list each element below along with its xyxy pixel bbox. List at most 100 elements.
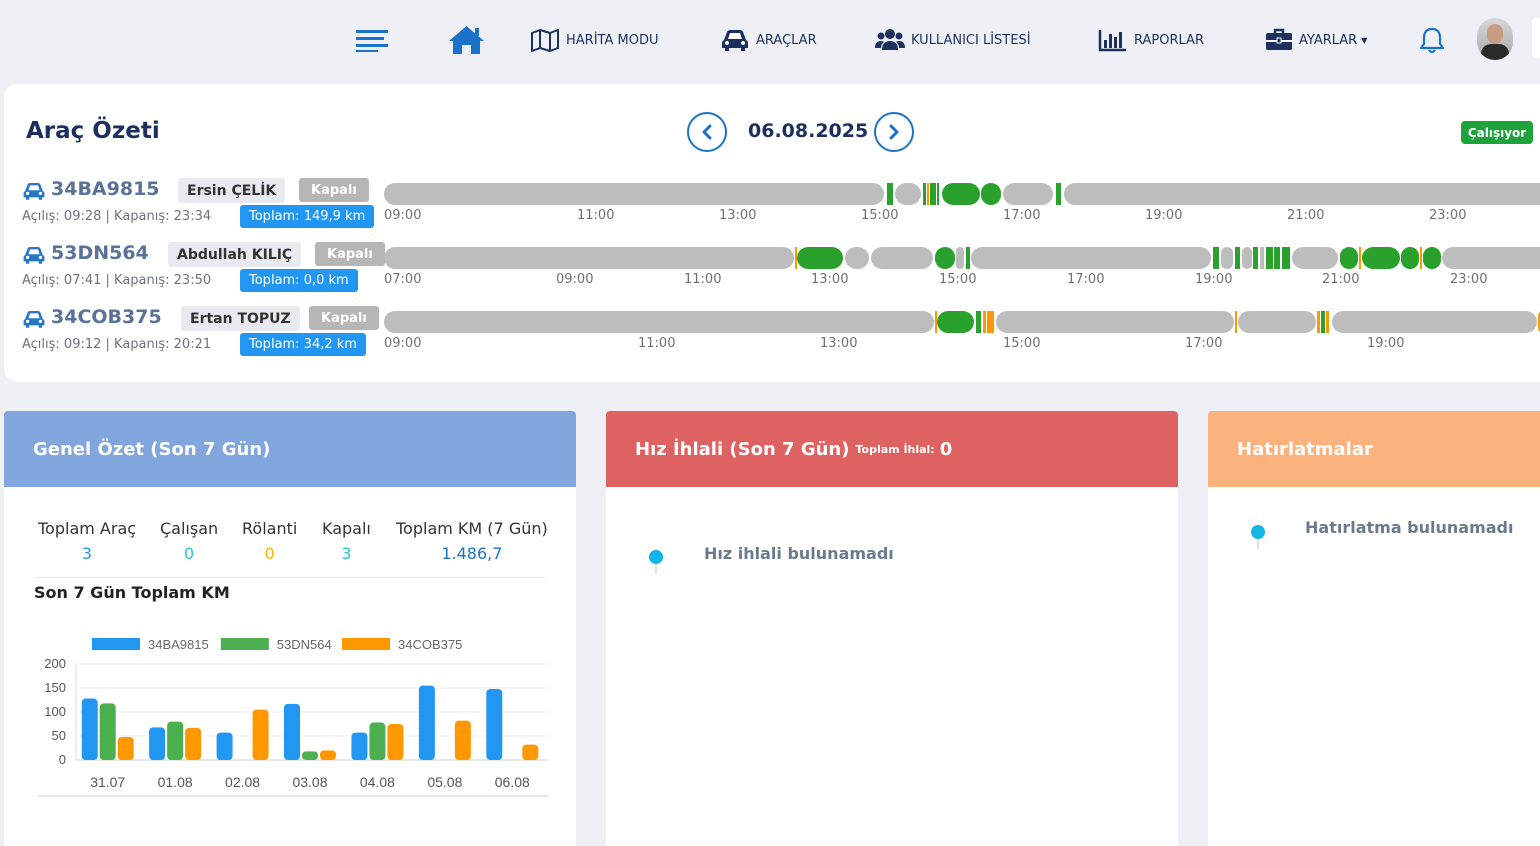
reminders-card: Hatırlatmalar Hatırlatma bulunamadı	[1208, 411, 1540, 846]
tick-label: 09:00	[556, 272, 594, 287]
status-badge-working[interactable]: Çalışıyor	[1461, 121, 1533, 144]
reminders-header: Hatırlatmalar	[1208, 411, 1540, 487]
x-tick-label: 02.08	[225, 774, 260, 790]
bar	[185, 727, 202, 760]
y-tick-label: 100	[44, 704, 66, 719]
page-title: Araç Özeti	[26, 118, 160, 144]
tick-label: 17:00	[1003, 208, 1041, 223]
map-icon	[530, 28, 560, 52]
users-icon	[875, 28, 905, 52]
nav-vehicles[interactable]: ARAÇLAR	[720, 22, 817, 58]
avatar[interactable]	[1477, 18, 1513, 60]
next-date-button[interactable]	[874, 112, 914, 152]
stat-off: Kapalı 3	[322, 519, 371, 563]
vehicle-plate[interactable]: 34COB375	[51, 306, 162, 328]
vehicle-row[interactable]: 34BA9815 Ersin ÇELİK Kapalı Açılış: 09:2…	[22, 178, 1540, 238]
vehicle-plate[interactable]: 34BA9815	[51, 178, 160, 200]
nav-map-mode-label: HARİTA MODU	[566, 32, 659, 48]
prev-date-button[interactable]	[687, 112, 727, 152]
tick-label: 11:00	[577, 208, 615, 223]
nav-user-list[interactable]: KULLANICI LİSTESİ	[875, 22, 1031, 58]
speed-violation-header: Hız İhlali (Son 7 Gün) Toplam İhlal: 0	[606, 411, 1178, 487]
bar	[81, 698, 98, 760]
general-summary-card: Genel Özet (Son 7 Gün) Toplam Araç 3 Çal…	[4, 411, 576, 846]
tick-label: 09:00	[384, 336, 422, 351]
driver-name: Ersin ÇELİK	[178, 178, 286, 203]
stat-total-km: Toplam KM (7 Gün) 1.486,7	[396, 519, 548, 563]
nav-reports[interactable]: RAPORLAR	[1098, 22, 1204, 58]
y-tick-label: 50	[52, 728, 66, 743]
stats-row: Toplam Araç 3 Çalışan 0 Rölanti 0 Kapalı…	[4, 519, 576, 579]
timeline-bar[interactable]	[384, 310, 1540, 334]
stat-label: Toplam KM (7 Gün)	[396, 519, 548, 538]
tick-label: 23:00	[1429, 208, 1467, 223]
stat-working: Çalışan 0	[160, 519, 218, 563]
bar	[369, 722, 386, 760]
empty-message: Hız ihlali bulunamadı	[704, 544, 894, 563]
x-tick-label: 04.08	[360, 774, 395, 790]
stat-total-vehicles: Toplam Araç 3	[38, 519, 136, 563]
vehicle-plate[interactable]: 53DN564	[51, 242, 149, 264]
tick-label: 11:00	[684, 272, 722, 287]
bar	[522, 744, 539, 760]
empty-message: Hatırlatma bulunamadı	[1305, 518, 1514, 537]
timeline-bar[interactable]	[384, 182, 1540, 206]
tick-label: 15:00	[861, 208, 899, 223]
caret-down-icon: ▼	[1361, 35, 1368, 45]
chart-title: Son 7 Gün Toplam KM	[34, 583, 230, 602]
vehicle-state-badge: Kapalı	[315, 242, 385, 266]
nav-settings-label: AYARLAR	[1299, 32, 1358, 48]
home-icon[interactable]	[448, 22, 485, 58]
tick-label: 13:00	[811, 272, 849, 287]
bar	[351, 732, 368, 760]
total-violation-value: 0	[939, 438, 953, 460]
tick-label: 17:00	[1067, 272, 1105, 287]
vehicle-state-badge: Kapalı	[299, 178, 369, 202]
nav-settings-dropdown[interactable]: AYARLAR ▼	[1265, 22, 1367, 58]
bar	[216, 732, 233, 760]
open-close-hours: Açılış: 09:12 | Kapanış: 20:21	[22, 337, 212, 352]
legend-label: 34BA9815	[148, 637, 209, 652]
stat-label: Toplam Araç	[38, 519, 137, 538]
x-tick-label: 06.08	[495, 774, 530, 790]
briefcase-icon	[1265, 28, 1293, 52]
chevron-right-icon	[889, 124, 899, 140]
tick-label: 11:00	[638, 336, 676, 351]
car-icon	[720, 28, 750, 52]
stat-idle: Rölanti 0	[242, 519, 297, 563]
legend-label: 34COB375	[398, 637, 462, 652]
bar	[252, 709, 269, 760]
bar	[149, 727, 166, 760]
current-date: 06.08.2025	[748, 120, 869, 142]
open-close-hours: Açılış: 07:41 | Kapanış: 23:50	[22, 273, 212, 288]
total-km-badge: Toplam: 149,9 km	[240, 205, 375, 228]
card-title: Hız İhlali (Son 7 Gün)	[635, 438, 850, 460]
x-tick-label: 31.07	[90, 774, 125, 790]
tick-label: 17:00	[1185, 336, 1223, 351]
list-item: Hız ihlali bulunamadı	[649, 544, 894, 574]
bell-icon[interactable]	[1419, 22, 1445, 58]
total-violation-label: Toplam İhlal:	[855, 442, 935, 456]
card-title: Genel Özet (Son 7 Gün)	[33, 438, 271, 460]
open-close-hours: Açılış: 09:28 | Kapanış: 23:34	[22, 209, 212, 224]
car-icon	[22, 245, 46, 269]
y-tick-label: 0	[59, 752, 66, 767]
driver-name: Ertan TOPUZ	[181, 306, 300, 331]
timeline-bar[interactable]	[384, 246, 1540, 270]
vehicle-row[interactable]: 53DN564 Abdullah KILIÇ Kapalı Açılış: 07…	[22, 242, 1540, 302]
nav-reports-label: RAPORLAR	[1134, 32, 1204, 48]
y-tick-label: 150	[44, 680, 66, 695]
stat-label: Çalışan	[160, 519, 219, 538]
x-tick-label: 03.08	[292, 774, 327, 790]
stat-value: 0	[264, 544, 275, 563]
tick-label: 07:00	[384, 272, 422, 287]
tick-label: 21:00	[1322, 272, 1360, 287]
menu-toggle-icon[interactable]	[355, 22, 389, 58]
bar	[302, 751, 318, 760]
chevron-left-icon	[702, 124, 712, 140]
vehicle-row[interactable]: 34COB375 Ertan TOPUZ Kapalı Açılış: 09:1…	[22, 306, 1540, 366]
car-icon	[22, 181, 46, 205]
nav-map-mode[interactable]: HARİTA MODU	[530, 22, 658, 58]
tick-label: 19:00	[1145, 208, 1183, 223]
tick-label: 21:00	[1287, 208, 1325, 223]
